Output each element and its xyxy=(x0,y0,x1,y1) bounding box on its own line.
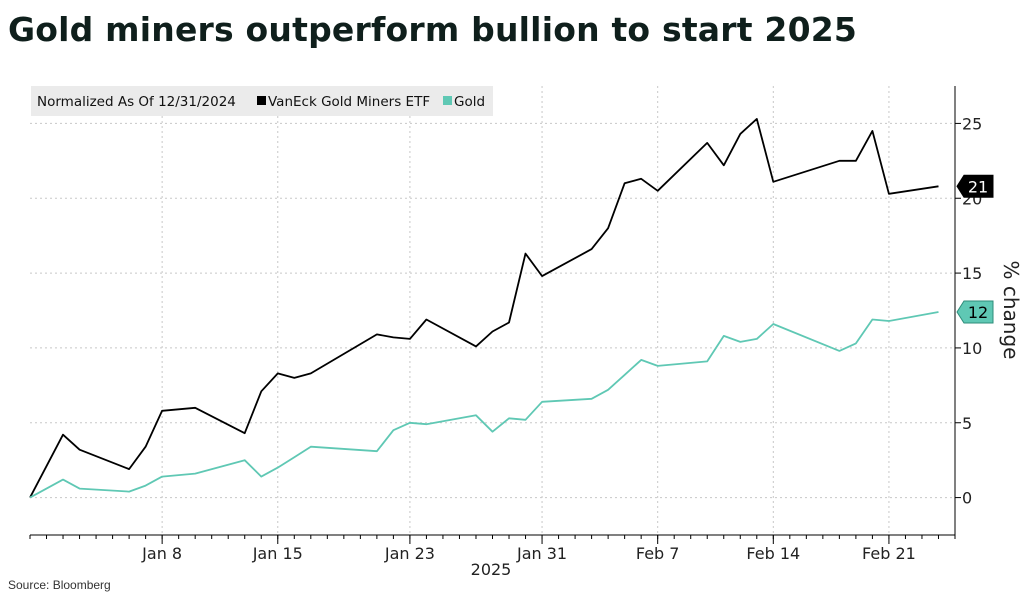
legend-swatch-gold xyxy=(443,96,452,105)
y-axis-label: % change xyxy=(999,261,1023,360)
legend-label-miners: VanEck Gold Miners ETF xyxy=(268,94,430,110)
y-tick-label: 25 xyxy=(962,114,982,133)
x-tick-label: Jan 15 xyxy=(252,544,303,563)
x-tick-label: Feb 7 xyxy=(636,544,680,563)
source-note: Source: Bloomberg xyxy=(8,578,111,592)
x-axis-label: 2025 xyxy=(471,560,512,579)
y-tick-label: 5 xyxy=(962,414,972,433)
chart-container: 0 5 10 15 20 25 Jan 8 Jan 15 Jan 23 Jan 31 Feb 7 Fe… xyxy=(0,70,1024,580)
x-tick-label: Feb 14 xyxy=(746,544,800,563)
x-tick-label: Jan 8 xyxy=(141,544,182,563)
end-value-tag xyxy=(956,300,994,324)
chart-title: Gold miners outperform bullion to start … xyxy=(8,10,858,49)
y-tick-label: 15 xyxy=(962,264,982,283)
end-value-tag xyxy=(956,174,994,198)
x-tick-label: Feb 21 xyxy=(862,544,916,563)
end-value-label: 12 xyxy=(968,303,988,322)
line-chart: 0 5 10 15 2025 Jan 8 Jan 15 Jan 23 Jan 31 Feb 7 Fe… xyxy=(29,86,1023,579)
x-tick-label: Jan 23 xyxy=(384,544,435,563)
end-value-label: 21 xyxy=(968,177,988,196)
series-line-miners xyxy=(29,118,939,499)
x-tick-label: Jan 31 xyxy=(516,544,567,563)
y-tick-label: 0 xyxy=(962,489,972,508)
legend-swatch-miners xyxy=(257,96,266,105)
legend-label-gold: Gold xyxy=(454,94,485,110)
legend-prefix: Normalized As Of 12/31/2024 xyxy=(37,94,236,110)
series-line-gold xyxy=(29,311,939,499)
y-tick-label: 10 xyxy=(962,339,982,358)
